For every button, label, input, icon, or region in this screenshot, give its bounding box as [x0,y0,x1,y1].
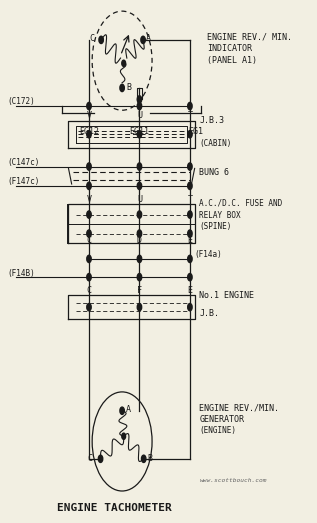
Circle shape [137,274,142,281]
Text: U: U [137,195,142,203]
Circle shape [87,103,91,110]
Circle shape [87,303,91,311]
Circle shape [137,131,142,138]
Text: C: C [88,454,93,463]
Text: T: T [187,110,192,120]
Circle shape [141,455,146,462]
Circle shape [137,182,142,189]
Text: (SPINE): (SPINE) [199,222,232,231]
Circle shape [137,103,142,110]
Text: RELAY BOX: RELAY BOX [199,211,241,220]
Circle shape [137,163,142,170]
Circle shape [87,131,91,138]
Circle shape [87,163,91,170]
Text: ENGINE REV./MIN.: ENGINE REV./MIN. [199,403,279,412]
Circle shape [99,36,103,43]
Text: EG11: EG11 [129,127,149,135]
Text: EG12: EG12 [79,127,99,135]
Circle shape [188,274,192,281]
Circle shape [137,255,142,263]
Circle shape [188,255,192,263]
Circle shape [98,455,103,462]
Text: C: C [89,34,94,43]
Text: (PANEL A1): (PANEL A1) [207,56,257,65]
Circle shape [137,96,142,103]
Circle shape [137,211,142,218]
Circle shape [188,303,192,311]
Circle shape [188,163,192,170]
Text: (C172): (C172) [7,97,35,107]
Text: F: F [137,286,142,295]
Text: J.B.: J.B. [199,309,219,319]
Text: V: V [87,195,92,203]
Text: (CABIN): (CABIN) [199,139,232,147]
Circle shape [122,433,126,439]
Text: C: C [87,236,92,245]
Text: D: D [137,236,142,245]
Text: ENGINE TACHOMETER: ENGINE TACHOMETER [57,503,171,513]
Circle shape [120,84,124,92]
Text: E: E [187,286,192,295]
Text: C: C [87,286,92,295]
Text: B: B [147,454,152,463]
Text: E: E [187,236,192,245]
Text: ENGINE REV./ MIN.: ENGINE REV./ MIN. [207,33,292,42]
Text: A.C./D.C. FUSE AND: A.C./D.C. FUSE AND [199,198,283,207]
Text: (F147c): (F147c) [7,177,39,186]
Text: (C147c): (C147c) [7,158,39,167]
Circle shape [87,255,91,263]
Text: A: A [146,34,151,43]
Text: A: A [126,405,131,414]
Text: J.B.3: J.B.3 [199,116,224,126]
Circle shape [188,131,192,138]
Circle shape [87,230,91,237]
Circle shape [87,182,91,189]
Text: EG1: EG1 [189,127,204,135]
Text: BUNG 6: BUNG 6 [199,168,230,177]
Circle shape [188,182,192,189]
Text: INDICATOR: INDICATOR [207,44,252,53]
Text: (F14B): (F14B) [7,269,35,278]
Text: B: B [126,84,131,93]
Text: U: U [137,110,142,120]
Circle shape [87,274,91,281]
Circle shape [87,211,91,218]
Text: No.1 ENGINE: No.1 ENGINE [199,291,254,300]
Circle shape [137,230,142,237]
Text: GENERATOR: GENERATOR [199,415,244,424]
Circle shape [188,103,192,110]
Text: (ENGINE): (ENGINE) [199,426,236,435]
Circle shape [141,36,145,43]
Text: T: T [187,195,192,203]
Circle shape [137,303,142,311]
Text: (F14a): (F14a) [195,251,223,259]
Circle shape [122,60,126,66]
Text: V: V [87,110,92,120]
Circle shape [188,230,192,237]
Circle shape [120,407,124,414]
Circle shape [188,211,192,218]
Text: www.scottbouch.com: www.scottbouch.com [199,477,267,483]
